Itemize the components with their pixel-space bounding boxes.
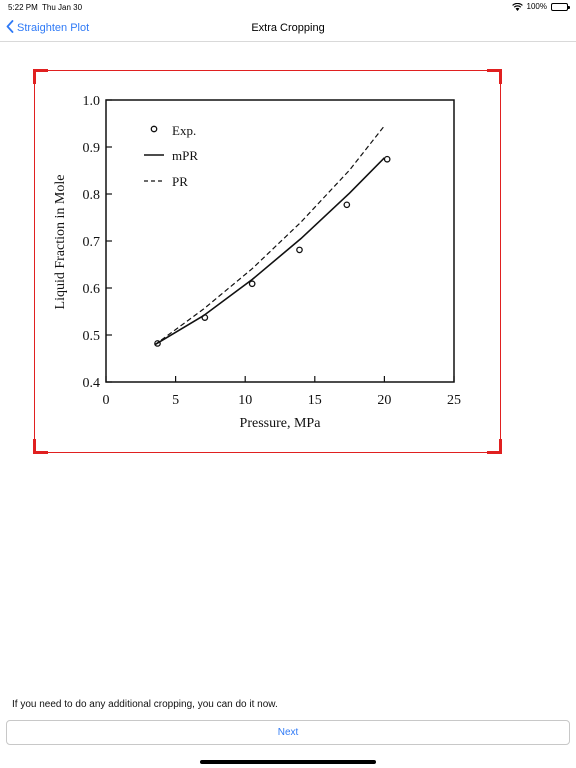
- data-point-exp: [248, 280, 256, 288]
- back-button[interactable]: Straighten Plot: [6, 20, 89, 36]
- crop-handle-top-right[interactable]: [487, 69, 502, 84]
- data-point-exp: [154, 340, 161, 347]
- series-line-pr: [154, 125, 385, 346]
- status-right: 100%: [511, 2, 570, 11]
- x-tick-label: 15: [308, 393, 322, 408]
- y-tick-label: 0.9: [83, 141, 101, 156]
- back-button-label: Straighten Plot: [17, 22, 90, 34]
- crop-handle-bottom-right[interactable]: [487, 439, 502, 454]
- ticks-group: 0 5 10 15 20 25 0.4 0.5 0.6 0.7 0.8 0.9 1.0: [83, 94, 462, 408]
- status-time: 5:22 PM: [8, 3, 38, 12]
- navigation-bar: Straighten Plot Extra Cropping: [0, 14, 576, 42]
- series-group: [154, 125, 391, 347]
- y-tick-label: 0.7: [83, 235, 101, 250]
- x-tick-label: 5: [172, 393, 179, 408]
- y-axis-label: Liquid Fraction in Mole: [53, 175, 68, 310]
- y-tick-label: 0.8: [83, 188, 101, 203]
- battery-icon: [551, 2, 570, 11]
- status-bar: 5:22 PM Thu Jan 30 100%: [0, 0, 576, 14]
- instruction-text: If you need to do any additional croppin…: [12, 699, 278, 710]
- crop-handle-bottom-left[interactable]: [33, 439, 48, 454]
- x-tick-label: 20: [377, 393, 391, 408]
- chart-legend: Exp. mPR PR: [144, 123, 198, 189]
- legend-marker-exp: [150, 125, 158, 133]
- data-point-exp: [343, 201, 351, 209]
- crop-frame[interactable]: [33, 69, 502, 454]
- chevron-left-icon: [6, 20, 14, 36]
- data-point-exp: [296, 246, 303, 254]
- page-title: Extra Cropping: [251, 22, 325, 34]
- battery-percent: 100%: [526, 2, 547, 11]
- x-axis-label: Pressure, MPa: [240, 416, 322, 431]
- y-tick-label: 0.5: [83, 329, 101, 344]
- y-tick-label: 1.0: [83, 94, 101, 109]
- legend-label-pr: PR: [172, 174, 188, 189]
- y-tick-label: 0.4: [83, 376, 101, 391]
- x-tick-label: 25: [447, 393, 461, 408]
- crop-handle-top-left[interactable]: [33, 69, 48, 84]
- legend-label-mpr: mPR: [172, 148, 198, 163]
- series-line-mpr: [154, 157, 385, 346]
- next-button[interactable]: Next: [6, 720, 570, 745]
- data-point-exp: [383, 155, 391, 163]
- legend-label-exp: Exp.: [172, 123, 196, 138]
- plot-image: 0 5 10 15 20 25 0.4 0.5 0.6 0.7 0.8 0.9 1.0 Exp. mPR…: [38, 82, 488, 442]
- y-tick-label: 0.6: [83, 282, 101, 297]
- wifi-icon: [511, 2, 523, 11]
- home-indicator: [200, 760, 376, 764]
- x-tick-label: 10: [238, 393, 252, 408]
- status-date: Thu Jan 30: [42, 3, 83, 12]
- x-tick-label: 0: [103, 393, 110, 408]
